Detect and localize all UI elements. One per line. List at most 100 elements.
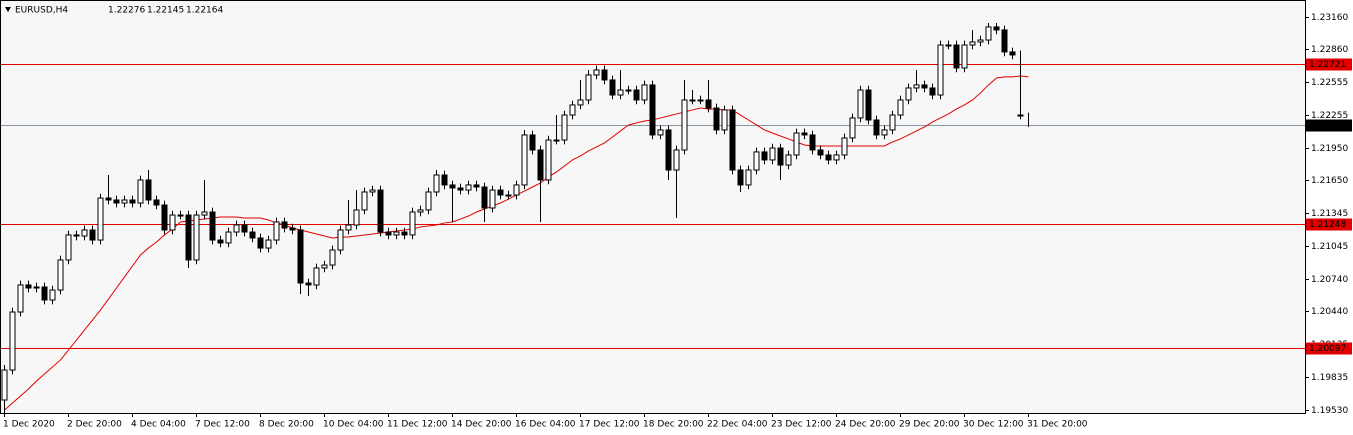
candle-body [985,26,992,41]
x-tick-label: 30 Dec 12:00 [963,420,1024,430]
y-tick-label: 1.19530 [1311,406,1348,416]
candle-body [977,39,984,43]
candle-body [233,224,240,233]
candle-body [833,154,840,161]
candle-body [33,286,40,289]
candle-body [65,234,72,261]
y-tick-label: 1.21345 [1311,209,1348,219]
candle-body [481,186,488,209]
candle-body [121,199,128,204]
candle-body [441,174,448,186]
candle-body [273,221,280,241]
candle-body [585,74,592,101]
x-tick-label: 18 Dec 20:00 [643,420,704,430]
candle-body [385,231,392,236]
candle-body [617,89,624,96]
candle-body [129,199,136,204]
candle-body [353,209,360,226]
price-label: 1.22164 [1309,121,1346,131]
candle-body [657,129,664,136]
candle-body [961,44,968,69]
candle-body [401,231,408,236]
candle-body [57,259,64,291]
candle-body [633,89,640,101]
candle-body [201,211,208,216]
candle-body [569,104,576,116]
candle-body [177,214,184,217]
candle-body [249,231,256,239]
candle-body [473,184,480,188]
menu-arrow [5,7,11,12]
candle-body [497,189,504,196]
candle-body [465,184,472,191]
candle-body [73,234,80,237]
y-tick-label: 1.21045 [1311,242,1348,252]
candle-body [97,197,104,241]
candle-body [513,184,520,196]
candle-body [225,231,232,244]
candle-body [161,204,168,231]
candle-body [953,44,960,69]
x-tick-label: 23 Dec 12:00 [771,420,832,430]
candle-body [417,209,424,213]
candle-body [1009,51,1016,56]
candle-body [993,26,1000,31]
candle-body [489,189,496,209]
candle-body [641,84,648,101]
price-label-box [1306,58,1352,71]
candle-body [673,149,680,171]
candle-body [289,227,296,231]
candle-body [217,239,224,244]
candle-body [321,264,328,269]
candle-body [393,231,400,236]
candle-body [193,214,200,261]
header-close: 1.22164 [186,6,223,16]
candle-body [305,282,312,286]
candle-body [145,179,152,201]
candle-body [1017,114,1024,117]
candle-body [841,137,848,156]
candle-body [881,129,888,136]
candle-body [761,151,768,161]
price-label-box [1306,342,1352,355]
candle-body [905,87,912,101]
candle-body [801,132,808,136]
candle-body [9,311,16,371]
chart-title: EURUSD,H4 [15,6,68,16]
price-label: 1.21248 [1309,220,1346,230]
candle-body [81,229,88,237]
x-tick-label: 2 Dec 20:00 [67,420,122,430]
x-tick-label: 7 Dec 12:00 [195,420,250,430]
candle-body [329,249,336,266]
candle-body [49,289,56,301]
candle-body [449,184,456,189]
candle-body [713,107,720,131]
candle-body [153,199,160,206]
candle-body [505,194,512,197]
candle-body [377,189,384,233]
y-tick-label: 1.19835 [1311,373,1348,383]
candle-body [425,191,432,211]
y-tick-label: 1.21950 [1311,144,1348,154]
candle-body [241,224,248,233]
candle-body [17,284,24,313]
candle-body [561,114,568,141]
x-tick-label: 1 Dec 2020 [3,420,55,430]
candle-body [369,189,376,193]
candle-body [649,84,656,136]
candle-body [929,87,936,96]
candle-body [25,284,32,289]
price-label-box [1306,218,1352,231]
x-tick-label: 24 Dec 20:00 [835,420,896,430]
candle-body [721,109,728,131]
candle-body [737,169,744,186]
candle-body [113,199,120,204]
x-tick-label: 14 Dec 20:00 [451,420,512,430]
candle-body [545,139,552,181]
x-tick-label: 17 Dec 12:00 [579,420,640,430]
y-tick-label: 1.20740 [1311,275,1348,285]
candle-body [89,229,96,241]
x-tick-label: 4 Dec 04:00 [131,420,186,430]
candle-body [729,109,736,171]
